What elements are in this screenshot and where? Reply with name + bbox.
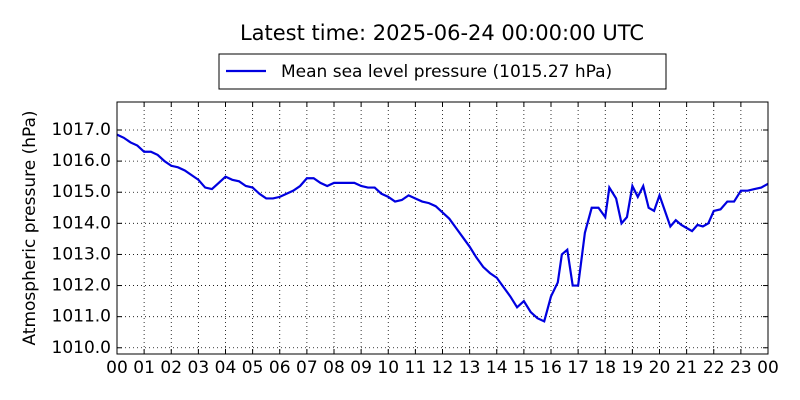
chart-title: Latest time: 2025-06-24 00:00:00 UTC	[240, 21, 644, 45]
x-tick-label: 03	[188, 358, 210, 378]
x-tick-label: 13	[459, 358, 481, 378]
x-tick-label: 04	[215, 358, 237, 378]
x-tick-label: 05	[242, 358, 264, 378]
x-tick-label: 15	[513, 358, 535, 378]
x-tick-label: 11	[405, 358, 427, 378]
y-tick-label: 1010.0	[52, 338, 111, 358]
y-tick-label: 1013.0	[52, 244, 111, 264]
legend-label: Mean sea level pressure (1015.27 hPa)	[281, 62, 612, 82]
x-tick-label: 08	[323, 358, 345, 378]
x-tick-label: 20	[649, 358, 671, 378]
legend-box	[218, 53, 667, 90]
x-tick-label: 12	[432, 358, 454, 378]
x-tick-label: 00	[757, 358, 779, 378]
x-tick-label: 09	[350, 358, 372, 378]
x-tick-label: 21	[676, 358, 698, 378]
x-tick-label: 07	[296, 358, 318, 378]
plot-frame	[116, 101, 769, 355]
y-axis-label: Atmospheric pressure (hPa)	[20, 110, 40, 345]
x-tick-label: 02	[160, 358, 182, 378]
x-tick-label: 06	[269, 358, 291, 378]
x-tick-label: 19	[622, 358, 644, 378]
x-tick-label: 16	[540, 358, 562, 378]
x-tick-label: 00	[106, 358, 128, 378]
x-tick-label: 23	[730, 358, 752, 378]
x-tick-label: 14	[486, 358, 508, 378]
y-tick-label: 1011.0	[52, 307, 111, 327]
x-tick-label: 17	[567, 358, 589, 378]
data-line	[116, 133, 769, 323]
y-tick-label: 1015.0	[52, 182, 111, 202]
x-tick-label: 18	[594, 358, 616, 378]
x-tick-label: 01	[133, 358, 155, 378]
y-tick-label: 1017.0	[52, 120, 111, 140]
y-tick-label: 1012.0	[52, 276, 111, 296]
y-tick-label: 1016.0	[52, 151, 111, 171]
y-tick-label: 1014.0	[52, 213, 111, 233]
x-tick-label: 10	[377, 358, 399, 378]
x-tick-label: 22	[703, 358, 725, 378]
